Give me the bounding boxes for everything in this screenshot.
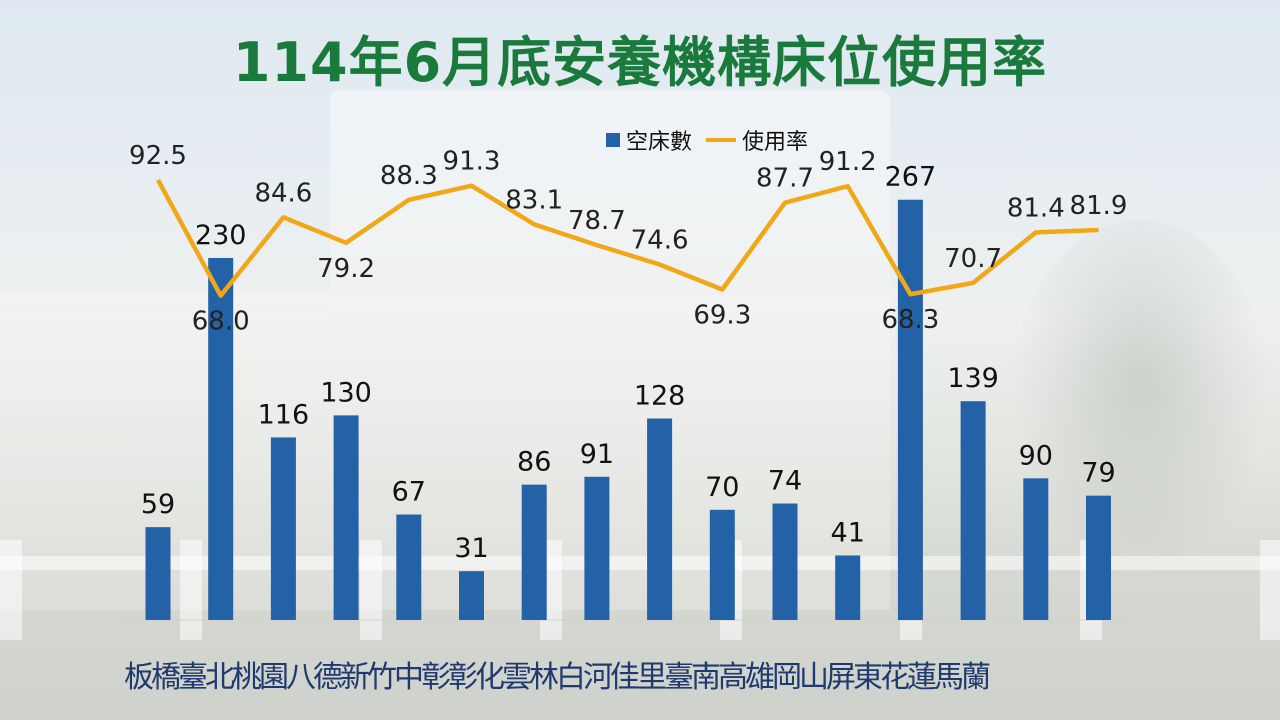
bar-label-10: 74	[768, 466, 802, 497]
category-axis-labels: 板橋臺北桃園八德新竹中彰彰化雲林白河佳里臺南高雄岡山屏東花蓮馬蘭	[124, 660, 991, 695]
line-label-5: 91.3	[443, 147, 501, 177]
bar-13	[960, 401, 986, 620]
bar-labels: 59 230 116 130 67 31 86 91 128 70 74 41 267 139 90 79	[141, 162, 1116, 564]
line-label-3: 79.2	[317, 254, 375, 284]
bar-2	[270, 437, 296, 620]
line-label-12: 68.3	[881, 305, 939, 335]
bar-7	[584, 476, 610, 620]
line-label-7: 78.7	[568, 206, 626, 236]
bar-label-5: 31	[454, 533, 488, 564]
legend-item-empty-beds: 空床數	[606, 124, 692, 156]
legend-line-swatch	[706, 138, 737, 142]
bar-14	[1023, 478, 1049, 620]
line-label-13: 70.7	[944, 244, 1002, 274]
bar-label-3: 130	[320, 377, 372, 408]
line-label-0: 92.5	[129, 141, 187, 171]
bar-5	[459, 571, 484, 620]
line-label-2: 84.6	[254, 178, 312, 208]
line-labels: 92.5 68.0 84.6 79.2 88.3 91.383.178.774.6 69.3…	[129, 141, 1127, 337]
chart-title: 114年6月底安養機構床位使用率	[232, 31, 1048, 94]
line-label-10: 87.7	[756, 164, 814, 194]
bar-label-6: 86	[517, 447, 551, 478]
bar-1	[208, 257, 234, 620]
bar-label-13: 139	[947, 363, 999, 394]
line-label-1: 68.0	[192, 307, 250, 337]
bar-11	[835, 555, 861, 620]
bar-label-2: 116	[258, 399, 310, 430]
bar-15	[1086, 495, 1111, 620]
bar-label-9: 70	[705, 472, 739, 503]
legend-item-usage-rate: 使用率	[706, 124, 808, 156]
legend-label-usage-rate: 使用率	[742, 130, 809, 155]
line-label-14: 81.4	[1007, 193, 1065, 223]
line-label-11: 91.2	[819, 147, 877, 177]
bar-label-0: 59	[141, 489, 175, 520]
bar-label-12: 267	[885, 162, 937, 193]
line-label-6: 83.1	[505, 185, 563, 215]
bar-label-8: 128	[634, 381, 686, 412]
bar-label-15: 79	[1081, 458, 1115, 489]
line-label-15: 81.9	[1070, 191, 1128, 221]
bar-8	[647, 418, 673, 620]
usage-rate-line	[156, 178, 1099, 298]
bar-series	[145, 199, 1111, 620]
bar-label-11: 41	[831, 517, 865, 548]
line-label-9: 69.3	[693, 301, 751, 331]
bar-10	[772, 503, 798, 620]
legend-label-empty-beds: 空床數	[626, 130, 693, 155]
background-tree	[1010, 220, 1270, 580]
bar-9	[709, 509, 735, 620]
bar-label-4: 67	[392, 477, 426, 508]
bar-label-7: 91	[580, 439, 614, 470]
legend-bar-swatch	[606, 133, 620, 147]
chart-legend: 空床數 使用率	[606, 124, 822, 156]
bar-3	[333, 415, 359, 620]
bar-6	[521, 484, 547, 620]
bar-12	[897, 199, 923, 620]
bar-4	[396, 514, 422, 620]
line-series	[156, 178, 1099, 298]
bar-label-1: 230	[195, 220, 247, 251]
line-label-4: 88.3	[380, 161, 438, 191]
bar-0	[145, 527, 171, 620]
line-label-8: 74.6	[631, 225, 689, 255]
bar-label-14: 90	[1019, 440, 1053, 471]
